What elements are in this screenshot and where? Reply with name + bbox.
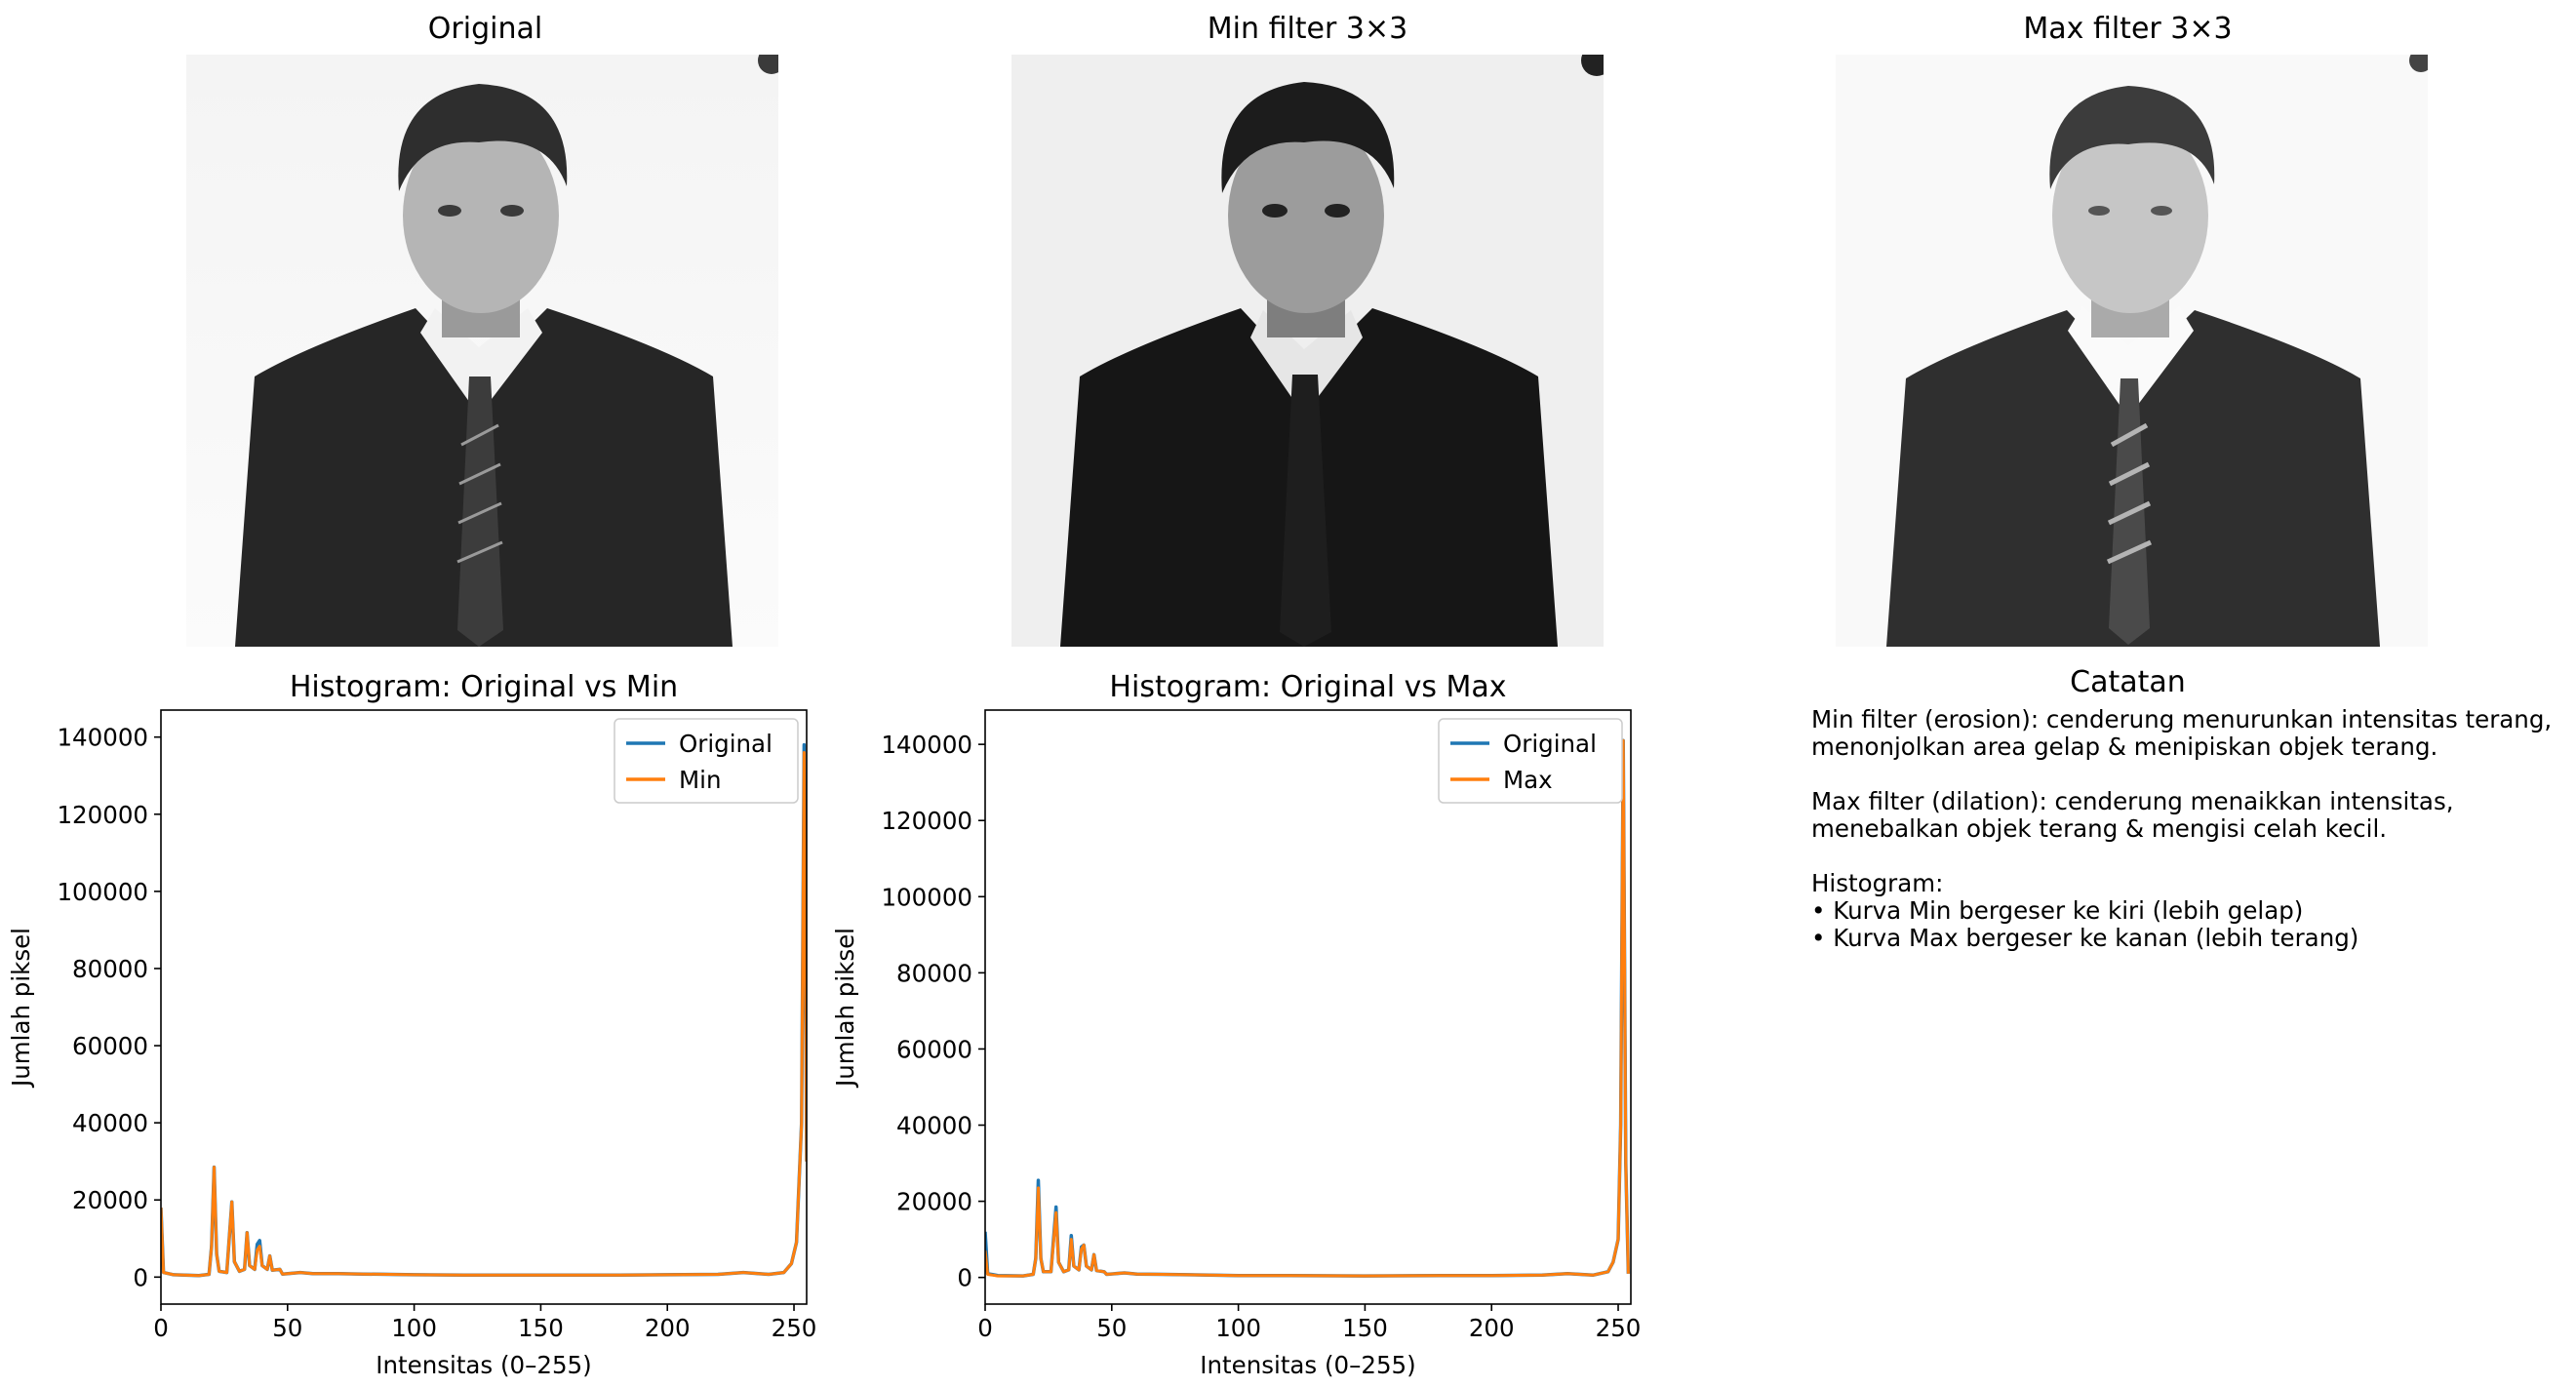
y-axis-label: Jumlah piksel: [7, 928, 35, 1089]
chart-title: Histogram: Original vs Min: [290, 670, 678, 704]
notes-line: menebalkan objek terang & mengisi celah …: [1811, 814, 2388, 843]
y-tick-label: 80000: [72, 955, 148, 983]
series-line-max: [985, 738, 1630, 1278]
x-tick-label: 50: [1096, 1314, 1127, 1342]
histogram-chart-1: Histogram: Original vs Min 0 50 100 150 200 25…: [7, 670, 816, 1379]
x-tick-label: 100: [391, 1314, 437, 1342]
x-tick-label: 50: [272, 1314, 302, 1342]
chart-title: Histogram: Original vs Max: [1109, 670, 1506, 704]
y-tick-label: 100000: [881, 883, 972, 911]
x-tick-label: 0: [153, 1314, 169, 1342]
y-tick-label: 140000: [881, 731, 972, 759]
notes-panel-title: Catatan: [2070, 665, 2186, 699]
legend-label: Min: [679, 766, 721, 794]
y-tick-label: 0: [957, 1264, 972, 1292]
x-tick-label: 100: [1215, 1314, 1261, 1342]
series-line-original: [161, 742, 807, 1278]
y-tick-label: 140000: [57, 724, 148, 752]
legend-box: [1438, 718, 1623, 804]
legend-box: [614, 718, 799, 804]
x-tick-label: 250: [772, 1314, 817, 1342]
x-axis-label: Intensitas (0–255): [1200, 1351, 1415, 1379]
y-tick-label: 60000: [896, 1035, 972, 1063]
notes-line: Histogram:: [1811, 869, 1944, 897]
y-tick-label: 100000: [57, 878, 148, 906]
y-tick-label: 20000: [896, 1188, 972, 1216]
notes-line: • Kurva Max bergeser ke kanan (lebih ter…: [1811, 924, 2359, 952]
x-tick-label: 200: [1469, 1314, 1515, 1342]
series-line-original: [985, 738, 1631, 1278]
notes-line: [1811, 761, 2552, 788]
series-line-min: [161, 751, 807, 1278]
legend-label: Original: [1503, 730, 1597, 758]
notes-line: [1811, 843, 2552, 870]
notes-line: menonjolkan area gelap & menipiskan obje…: [1811, 733, 2438, 761]
max-filter-panel-title: Max filter 3×3: [2023, 12, 2233, 46]
x-tick-label: 250: [1596, 1314, 1642, 1342]
x-tick-label: 0: [977, 1314, 993, 1342]
plot-frame: [160, 709, 808, 1305]
y-tick-label: 60000: [72, 1032, 148, 1060]
x-tick-label: 150: [1342, 1314, 1388, 1342]
y-tick-label: 20000: [72, 1186, 148, 1214]
y-tick-label: 0: [133, 1263, 148, 1291]
y-tick-label: 40000: [72, 1109, 148, 1137]
x-tick-label: 200: [645, 1314, 691, 1342]
y-axis-label: Jumlah piksel: [831, 928, 859, 1089]
notes-text: Min filter (erosion): cenderung menurunk…: [1811, 706, 2552, 952]
notes-line: • Kurva Min bergeser ke kiri (lebih gela…: [1811, 896, 2304, 925]
original-panel-title: Original: [427, 12, 543, 46]
min-filter-panel-title: Min filter 3×3: [1207, 12, 1408, 46]
notes-line: Max filter (dilation): cenderung menaikk…: [1811, 787, 2454, 815]
legend-label: Original: [679, 730, 773, 758]
max-filter-image: [1836, 55, 2428, 647]
legend-label: Max: [1503, 766, 1553, 794]
original-image: [186, 55, 778, 647]
min-filter-image: [1011, 55, 1604, 647]
y-tick-label: 80000: [896, 959, 972, 987]
notes-line: Min filter (erosion): cenderung menurunk…: [1811, 705, 2553, 733]
y-tick-label: 120000: [881, 807, 972, 835]
plot-frame: [984, 709, 1632, 1305]
x-tick-label: 150: [518, 1314, 564, 1342]
x-axis-label: Intensitas (0–255): [376, 1351, 591, 1379]
histogram-chart-2: Histogram: Original vs Max 0 50 100 150 200 25…: [831, 670, 1641, 1379]
y-tick-label: 120000: [57, 801, 148, 829]
y-tick-label: 40000: [896, 1112, 972, 1140]
